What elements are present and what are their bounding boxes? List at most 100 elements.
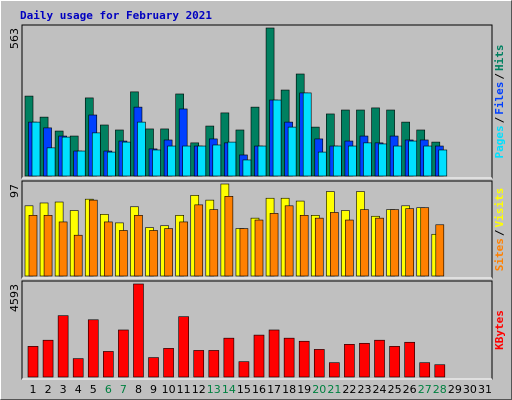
bar <box>164 228 173 277</box>
bar <box>375 217 384 277</box>
bar <box>313 349 325 378</box>
x-tick-label: 19 <box>297 383 311 396</box>
bar <box>283 337 295 378</box>
bar <box>329 362 340 378</box>
x-tick-label: 7 <box>120 383 127 396</box>
bar <box>148 357 159 378</box>
bar <box>317 151 327 177</box>
bar <box>194 204 204 277</box>
bar <box>423 145 433 177</box>
bar <box>254 219 264 277</box>
bar <box>31 121 41 177</box>
bar <box>28 214 38 277</box>
chart-title: Daily usage for February 2021 <box>20 9 212 22</box>
bar <box>118 329 129 378</box>
bar <box>223 337 235 378</box>
bar <box>257 145 267 177</box>
bar <box>133 283 144 378</box>
bar <box>73 234 83 277</box>
bar <box>268 329 280 378</box>
x-tick-label: 10 <box>162 383 176 396</box>
x-tick-label: 11 <box>177 383 191 396</box>
legend-entry: Pages <box>493 125 506 158</box>
x-tick-label: 30 <box>463 383 477 396</box>
bar <box>163 348 174 378</box>
bar <box>287 126 297 177</box>
bar <box>242 159 252 177</box>
bar <box>363 142 372 177</box>
x-tick-label: 21 <box>327 383 341 396</box>
bar <box>87 319 99 378</box>
x-tick-label: 25 <box>388 383 402 396</box>
bar <box>137 121 146 177</box>
bar <box>284 205 294 277</box>
bar <box>76 150 86 177</box>
bar <box>269 213 279 277</box>
x-tick-label: 24 <box>373 383 387 396</box>
legend-entry: Hits <box>493 45 506 72</box>
x-tick-label: 8 <box>135 383 142 396</box>
x-tick-label: 18 <box>282 383 296 396</box>
bar <box>360 209 369 277</box>
x-tick-label: 23 <box>357 383 371 396</box>
bar <box>212 144 222 177</box>
bar <box>27 346 39 378</box>
x-tick-label: 14 <box>222 383 236 396</box>
bar <box>330 212 339 277</box>
x-tick-label: 5 <box>90 383 97 396</box>
x-tick-label: 26 <box>403 383 417 396</box>
bar <box>314 217 324 277</box>
bar <box>239 228 249 277</box>
bar <box>167 145 176 177</box>
bar <box>378 143 387 177</box>
x-tick-label: 2 <box>45 383 52 396</box>
x-tick-label: 17 <box>267 383 281 396</box>
bar <box>359 342 370 378</box>
bar <box>179 221 188 277</box>
legend: KBytes <box>493 310 506 350</box>
legend-separator: / <box>493 229 506 236</box>
legend-entry: Sites <box>493 238 506 271</box>
bar <box>405 208 414 277</box>
bar <box>298 340 310 378</box>
x-tick-label: 4 <box>75 383 82 396</box>
y-tick-label: 97 <box>8 184 21 198</box>
bar <box>404 341 415 378</box>
x-tick-label: 27 <box>418 383 432 396</box>
bar <box>134 214 143 277</box>
x-tick-label: 22 <box>342 383 356 396</box>
bar <box>434 364 446 378</box>
bar <box>182 145 191 177</box>
bar <box>238 361 250 378</box>
legend-entry: Files <box>493 82 506 115</box>
x-tick-label: 28 <box>433 383 447 396</box>
bar <box>420 207 430 277</box>
bar <box>302 92 312 177</box>
bar <box>122 141 131 177</box>
bar <box>344 343 355 378</box>
bar <box>374 339 385 378</box>
bar <box>299 214 309 277</box>
bar <box>46 147 56 177</box>
bar <box>209 209 219 277</box>
bar <box>42 339 54 378</box>
x-tick-label: 31 <box>478 383 492 396</box>
x-tick-label: 9 <box>150 383 157 396</box>
bar <box>224 196 234 277</box>
x-tick-label: 1 <box>30 383 37 396</box>
bar <box>72 358 84 378</box>
x-tick-label: 15 <box>237 383 251 396</box>
x-tick-label: 16 <box>252 383 266 396</box>
bar <box>408 140 417 177</box>
bar <box>193 350 205 378</box>
bar <box>208 350 220 378</box>
bar <box>58 221 68 277</box>
bar <box>272 99 282 177</box>
bar <box>152 149 161 177</box>
bar <box>345 219 354 277</box>
bar <box>91 132 101 177</box>
x-tick-label: 13 <box>207 383 221 396</box>
bar <box>43 214 53 277</box>
